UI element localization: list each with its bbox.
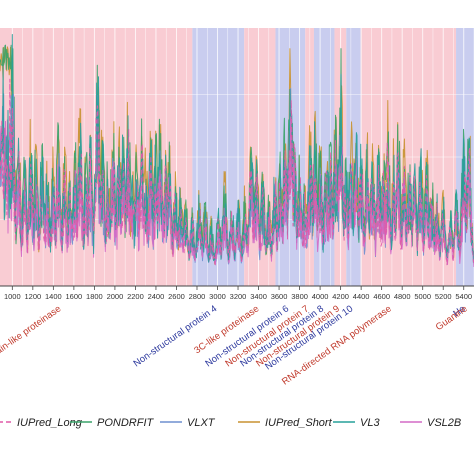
region-labels: Papain-like proteinase Non-structural pro… [0, 303, 470, 387]
x-tick-label: 4600 [373, 292, 390, 301]
series-lines [0, 34, 474, 268]
x-tick-label: 1400 [45, 292, 62, 301]
legend-label: IUPred_Short [265, 417, 333, 429]
x-tick-label: 5200 [435, 292, 452, 301]
x-tick-label: 3400 [250, 292, 267, 301]
x-axis-ticks: 1000 1200 1400 1600 1800 2000 2200 2400 2600 2800… [4, 286, 472, 301]
x-tick-label: 3800 [291, 292, 308, 301]
x-tick-label: 3600 [271, 292, 288, 301]
series-line-vsl2b [0, 107, 474, 268]
series-line-vl3 [0, 34, 474, 263]
x-tick-label: 4200 [332, 292, 349, 301]
legend-label: VSL2B [427, 417, 461, 429]
x-tick-label: 4400 [353, 292, 370, 301]
x-tick-label: 2600 [168, 292, 185, 301]
legend-label: IUPred_Long [17, 417, 83, 429]
x-tick-label: 2200 [127, 292, 144, 301]
legend: IUPred_Long PONDRFIT VLXT IUPred_Short VL3 VS… [0, 417, 461, 429]
x-tick-label: 5000 [414, 292, 431, 301]
region-label-0: Papain-like proteinase [0, 303, 63, 366]
x-tick-label: 3000 [209, 292, 226, 301]
legend-label: PONDRFIT [97, 417, 155, 429]
legend-label: VLXT [187, 417, 216, 429]
x-tick-label: 5400 [455, 292, 472, 301]
x-tick-label: 3200 [230, 292, 247, 301]
x-tick-label: 1200 [24, 292, 41, 301]
series-line-iupred-long [0, 78, 474, 266]
x-tick-label: 1600 [66, 292, 83, 301]
grid-lines [0, 28, 474, 286]
x-tick-label: 4800 [394, 292, 411, 301]
region-label-10: Guanine [434, 303, 470, 333]
x-tick-label: 2000 [107, 292, 124, 301]
x-tick-label: 2800 [189, 292, 206, 301]
x-tick-label: 1000 [4, 292, 21, 301]
legend-label: VL3 [360, 417, 380, 429]
x-tick-label: 1800 [86, 292, 103, 301]
x-tick-label: 2400 [148, 292, 165, 301]
x-tick-label: 4000 [312, 292, 329, 301]
